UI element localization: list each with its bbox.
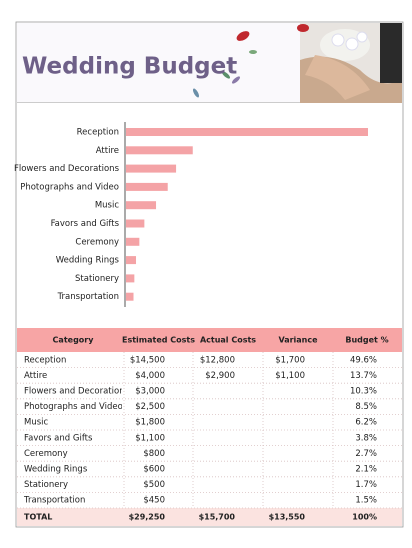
table-cell: 6.2%: [355, 418, 377, 428]
table-cell: Attire: [24, 371, 47, 381]
category-label: Favors and Gifts: [51, 219, 120, 229]
table-cell: 8.5%: [355, 402, 377, 412]
bar: [126, 219, 145, 228]
table-header-bg: [17, 328, 402, 352]
table-cell: Music: [24, 418, 49, 428]
category-label: Wedding Rings: [56, 256, 120, 266]
bar: [126, 256, 137, 265]
table-cell: $2,500: [135, 402, 165, 412]
table-cell: 49.6%: [350, 355, 377, 365]
table-cell: 10.3%: [350, 387, 377, 397]
column-header: Actual Costs: [200, 336, 256, 345]
table-cell: Reception: [24, 355, 66, 365]
table-cell: $4,000: [135, 371, 165, 381]
category-label: Attire: [96, 146, 119, 156]
table-cell: 3.8%: [355, 433, 377, 443]
bar: [126, 237, 140, 246]
table-cell: 2.7%: [355, 449, 377, 459]
category-label: Stationery: [75, 274, 119, 284]
table-cell: $3,000: [135, 387, 165, 397]
header-rule: [17, 102, 402, 103]
category-label: Flowers and Decorations: [14, 164, 120, 174]
table-cell: $2,900: [205, 371, 235, 381]
table-cell: Wedding Rings: [24, 465, 88, 475]
table-cell: Ceremony: [24, 449, 68, 459]
table-total-bg: [17, 508, 402, 526]
category-label: Ceremony: [75, 237, 119, 247]
table-cell: $800: [143, 449, 165, 459]
header-photo: [192, 23, 402, 103]
total-cell: $13,550: [269, 513, 306, 522]
table-cell: $600: [143, 465, 165, 475]
table-cell: Photographs and Video: [24, 402, 123, 412]
title: Wedding Budget: [22, 54, 237, 80]
category-label: Music: [95, 201, 120, 211]
bar: [126, 128, 368, 136]
total-cell: $29,250: [129, 513, 166, 522]
column-header: Variance: [278, 336, 318, 345]
table-cell: Flowers and Decorations: [24, 387, 130, 397]
table-cell: Stationery: [24, 480, 68, 490]
total-cell: 100%: [352, 513, 377, 522]
column-header: Category: [53, 336, 95, 345]
total-cell: TOTAL: [24, 513, 52, 522]
table-cell: $14,500: [130, 355, 165, 365]
total-cell: $15,700: [199, 513, 236, 522]
table-cell: $1,700: [275, 355, 305, 365]
category-label: Transportation: [57, 292, 119, 302]
category-label: Photographs and Video: [20, 182, 119, 192]
column-header: Budget %: [345, 336, 388, 345]
table-cell: $12,800: [200, 355, 235, 365]
table-cell: 1.7%: [355, 480, 377, 490]
table-cell: $1,100: [275, 371, 305, 381]
table-cell: $450: [143, 496, 165, 506]
bar: [126, 146, 193, 155]
bar: [126, 164, 177, 173]
column-header: Estimated Costs: [122, 336, 195, 345]
bar: [126, 182, 168, 191]
table-cell: $1,100: [135, 433, 165, 443]
bar: [126, 292, 134, 301]
table-cell: 13.7%: [350, 371, 377, 381]
table-cell: $500: [143, 480, 165, 490]
sheet: [15, 21, 404, 528]
table-cell: Transportation: [23, 496, 85, 506]
category-label: Reception: [77, 128, 119, 138]
table-cell: Favors and Gifts: [24, 433, 93, 443]
bar: [126, 274, 135, 283]
table-cell: 1.5%: [355, 496, 377, 506]
bar: [126, 201, 157, 210]
table-cell: $1,800: [135, 418, 165, 428]
table-cell: 2.1%: [355, 465, 377, 475]
